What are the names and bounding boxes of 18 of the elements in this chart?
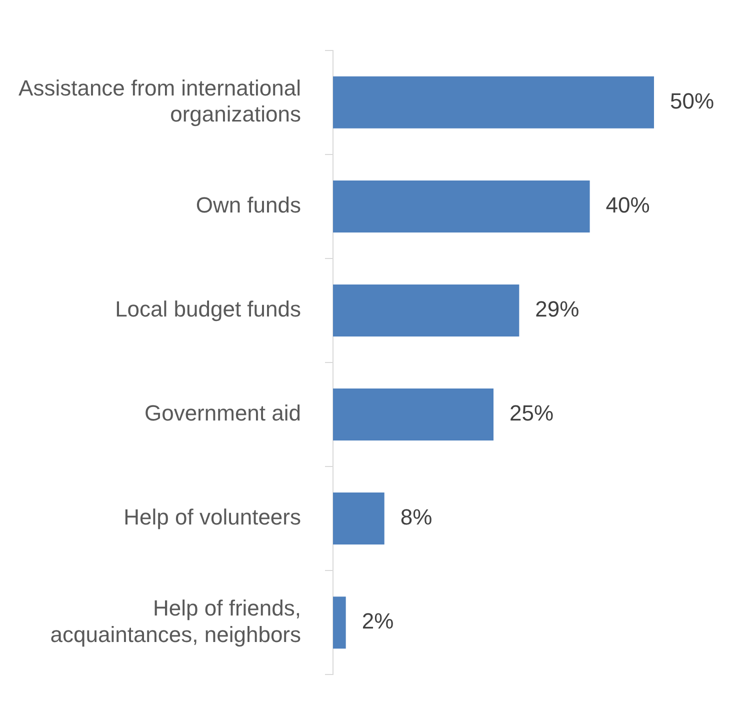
y-tick-label: Local budget funds: [115, 296, 301, 322]
data-label: 50%: [670, 88, 714, 114]
data-label: 29%: [535, 296, 580, 322]
bar: [333, 388, 494, 441]
bar: [333, 76, 654, 128]
bar: [333, 180, 590, 232]
data-label: 25%: [510, 400, 554, 426]
y-tick-label: Help of friends, acquaintances, neighbors: [50, 595, 301, 647]
y-tick-label: Help of volunteers: [124, 504, 301, 530]
bar: [333, 596, 346, 649]
data-label: 8%: [400, 504, 432, 530]
data-label: 40%: [606, 192, 650, 218]
data-label: 2%: [362, 608, 394, 634]
bar: [333, 284, 520, 336]
bar: [333, 492, 384, 545]
y-tick-label: Government aid: [144, 400, 301, 426]
y-tick-label: Assistance from international organizations: [18, 75, 301, 127]
y-tick-label: Own funds: [196, 192, 301, 218]
